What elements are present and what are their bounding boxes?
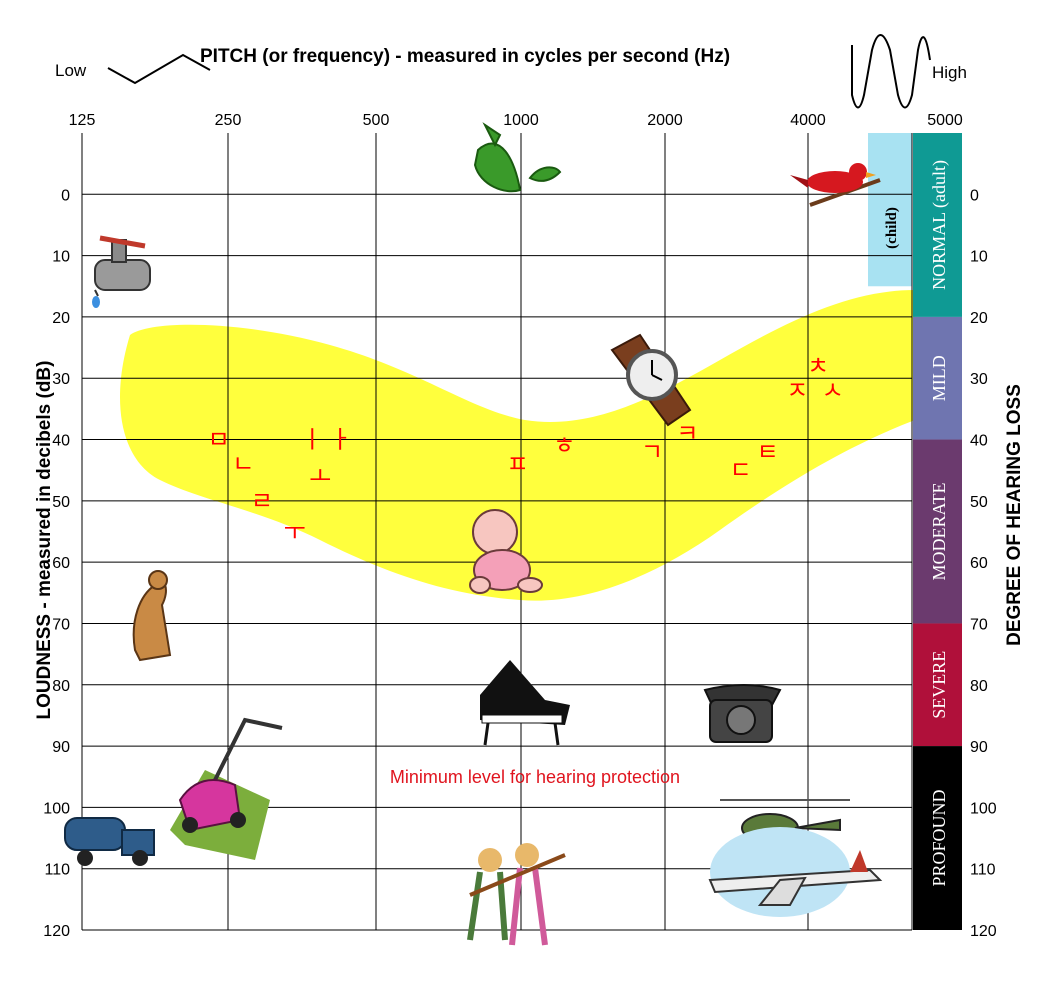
hearing-loss-band [913,623,962,747]
y-tick-label-right: 100 [970,800,997,817]
hearing-loss-band-label: MODERATE [929,482,949,580]
y-tick-label: 70 [52,616,70,633]
phoneme-label: ㅋ [676,419,698,447]
hearing-loss-band-label: PROFOUND [929,790,949,887]
lawnmower-icon [170,717,283,860]
hearing-loss-band-label: MILD [929,355,949,401]
x-tick-labels: 125 250 500 1000 2000 4000 5000 [69,112,963,129]
y-tick-label: 50 [52,494,70,511]
y-tick-label-right: 40 [970,433,988,450]
y-tick-label-right: 110 [970,862,996,879]
y-tick-label-right: 0 [970,187,979,204]
phoneme-label: ㅌ [757,438,779,466]
speech-banana [120,290,915,601]
watch-icon [610,333,692,427]
right-axis-label: DEGREE OF HEARING LOSS [1004,384,1025,646]
hearing-loss-band [913,133,962,317]
y-tick-label: 100 [43,800,70,817]
y-tick-label: 30 [52,371,70,388]
y-tick-label: 0 [61,187,70,204]
child-band-label: (child) [884,207,900,249]
phoneme-label: ㅊ [807,352,829,380]
y-tick-label-right: 120 [970,923,997,940]
phoneme-label: ㅍ [507,450,529,478]
y-tick-label-right: 50 [970,494,988,511]
y-tick-label: 60 [52,555,70,572]
x-tick-label: 125 [69,112,96,129]
truck-icon [64,817,155,866]
piano-icon [480,660,570,746]
faucet-icon [92,235,151,308]
hearing-loss-band [913,439,962,624]
high-wave-icon [851,34,931,109]
hearing-loss-band [913,316,962,440]
y-tick-label: 20 [52,310,70,327]
y-tick-labels: 0 10 20 30 40 50 60 70 80 90 100 110 120 [43,187,70,940]
phoneme-label: ㄴ [232,450,254,478]
baby-icon [469,509,543,594]
rock-band-icon [467,843,566,946]
x-tick-label: 4000 [790,112,826,129]
hearing-protection-label: Minimum level for hearing protection [390,767,680,787]
bird-icon [790,163,881,207]
hearing-loss-band [913,746,962,930]
y-tick-label-right: 20 [970,310,988,327]
dog-icon [132,570,172,662]
high-label: High [932,63,967,82]
hearing-loss-band-label: NORMAL (adult) [929,160,950,290]
leaf-icon [473,122,562,193]
y-tick-label: 40 [52,433,70,450]
y-tick-label-right: 80 [970,678,988,695]
y-tick-label-right: 30 [970,371,988,388]
x-tick-label: 500 [363,112,390,129]
airplane-icon [708,827,883,917]
y-tick-label: 10 [52,249,70,266]
y-axis-label: LOUDNESS - measured in decibels (dB) [34,361,55,720]
phoneme-label: ㅅ [822,376,844,404]
phoneme-label: ㅁ [208,426,230,454]
telephone-icon [703,684,782,743]
phoneme-label: ㅗ [309,462,331,490]
y-tick-label: 120 [43,923,70,940]
y-tick-label: 110 [44,862,70,879]
x-tick-label: 2000 [647,112,683,129]
y-tick-label-right: 90 [970,739,988,756]
x-tick-label: 5000 [927,112,963,129]
phoneme-label: ㅈ [786,376,808,404]
x-tick-label: 250 [215,112,242,129]
phoneme-label: ㄱ [641,438,663,466]
y-tick-label-right: 10 [970,249,988,266]
x-tick-label: 1000 [503,112,539,129]
y-tick-label-right: 60 [970,555,988,572]
hearing-loss-band-label: SEVERE [929,651,949,719]
low-wave-icon [107,53,211,85]
low-label: Low [55,61,87,80]
y-tick-label: 90 [52,739,70,756]
phoneme-label: ㄹ [251,487,273,515]
hearing-loss-bands: NORMAL (adult) MILD MODERATE SEVERE PROFOUND [913,133,962,930]
y-tick-label-right: 70 [970,616,988,633]
phoneme-label: ㅜ [284,518,306,546]
child-normal-band [868,133,912,287]
y-tick-labels-right: 0 10 20 30 40 50 60 70 80 90 100 110 120 [970,187,997,940]
phoneme-label: ㅏ [330,426,352,454]
phoneme-label: ㄷ [730,456,752,484]
y-tick-label: 80 [52,678,70,695]
phoneme-label: ㅣ [301,426,323,454]
phoneme-label: ㅎ [553,432,575,460]
chart-title: PITCH (or frequency) - measured in cycle… [200,46,730,67]
